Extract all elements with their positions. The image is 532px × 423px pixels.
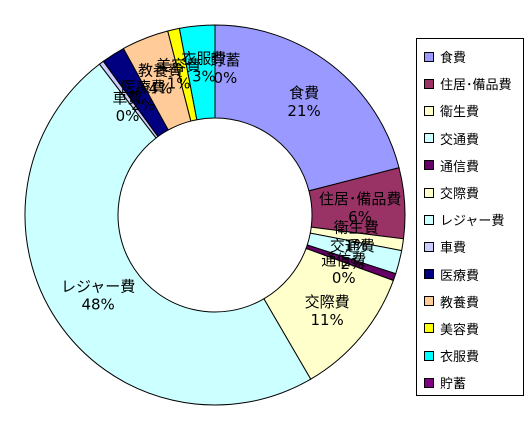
slice-label-3: 衛生費 1% — [334, 218, 379, 254]
donut-slices — [24, 24, 406, 406]
slice-label-8: 車費 0% — [113, 89, 143, 125]
legend-swatch-8 — [424, 241, 434, 252]
legend-label-1: 食費 — [440, 51, 467, 67]
legend-label-4: 交通費 — [440, 132, 480, 148]
legend-item-10: 教養費 — [417, 288, 523, 315]
slice-label-4: 交通費 2% — [330, 237, 375, 273]
slice-7 — [24, 63, 312, 406]
legend-swatch-3 — [424, 105, 434, 116]
legend-label-9: 医療費 — [440, 268, 480, 284]
legend-swatch-5 — [424, 160, 434, 171]
legend-swatch-9 — [424, 269, 434, 280]
legend-swatch-2 — [424, 78, 434, 89]
slice-label-10: 教養費 4% — [138, 61, 183, 97]
legend-swatch-7 — [424, 214, 434, 225]
legend-label-6: 交際費 — [440, 187, 480, 203]
legend-item-11: 美容費 — [417, 315, 523, 342]
legend-swatch-12 — [424, 350, 434, 361]
legend-swatch-13 — [424, 377, 434, 388]
legend-item-8: 車費 — [417, 233, 523, 260]
legend-swatch-4 — [424, 133, 434, 144]
legend-swatch-11 — [424, 323, 434, 334]
slice-label-1: 食費 21% — [287, 84, 320, 120]
slice-label-2: 住居･備品費 6% — [319, 190, 402, 226]
legend-item-1: 食費 — [417, 43, 523, 70]
slice-label-9: 医療費 2% — [121, 78, 166, 114]
legend-label-3: 衛生費 — [440, 105, 480, 121]
legend-item-13: 貯蓄 — [417, 369, 523, 396]
slice-label-6: 交際費 11% — [305, 293, 350, 329]
legend-label-11: 美容費 — [440, 322, 480, 338]
legend-item-6: 交際費 — [417, 179, 523, 206]
legend-label-5: 通信費 — [440, 159, 480, 175]
legend-item-4: 交通費 — [417, 125, 523, 152]
slice-label-5: 通信費 0% — [321, 251, 366, 287]
legend-label-12: 衣服費 — [440, 350, 480, 366]
legend-label-13: 貯蓄 — [440, 377, 467, 393]
slice-label-7: レジャー費 48% — [61, 277, 135, 313]
legend-swatch-10 — [424, 296, 434, 307]
legend: 食費住居･備品費 衛生費交通費通信費交際費レジャー費車費医療費教養費美容費衣服費貯… — [416, 38, 524, 396]
slice-label-12: 衣服費 3% — [181, 49, 226, 85]
legend-swatch-1 — [424, 51, 434, 62]
legend-item-12: 衣服費 — [417, 342, 523, 369]
legend-label-2: 住居･備品費 — [440, 78, 512, 94]
legend-label-8: 車費 — [440, 241, 467, 257]
slice-label-11: 美容費 1% — [156, 56, 201, 92]
legend-item-3: 衛生費 — [417, 97, 523, 124]
legend-item-5: 通信費 — [417, 152, 523, 179]
legend-label-10: 教養費 — [440, 295, 480, 311]
slice-1 — [214, 24, 400, 192]
legend-item-2: 住居･備品費 — [417, 70, 523, 97]
slice-label-13: 貯蓄 0% — [210, 51, 240, 87]
legend-item-9: 医療費 — [417, 261, 523, 288]
legend-item-7: レジャー費 — [417, 206, 523, 233]
slice-labels: 食費 21% 住居･備品費 6%衛生費 1%交通費 2%通信費 0% 交際費 11% レジャー費 4… — [61, 49, 401, 329]
legend-label-7: レジャー費 — [440, 214, 505, 230]
legend-swatch-6 — [424, 187, 434, 198]
